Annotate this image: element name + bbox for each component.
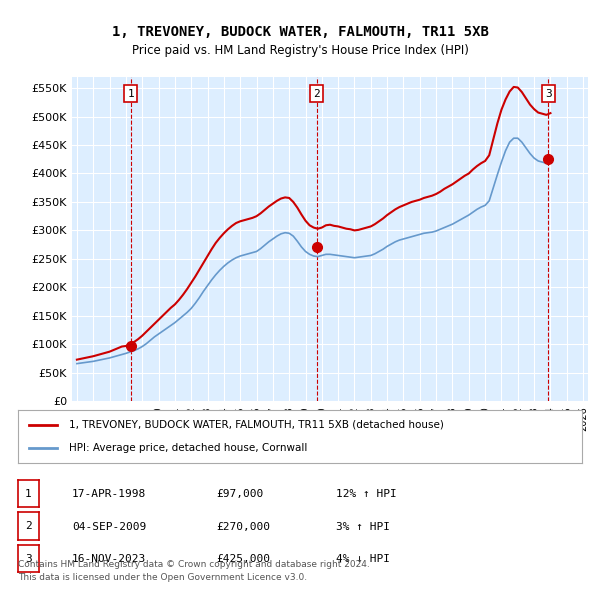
Text: 12% ↑ HPI: 12% ↑ HPI bbox=[336, 490, 397, 499]
Text: 2: 2 bbox=[313, 88, 320, 99]
Text: 2: 2 bbox=[25, 521, 32, 531]
Text: 1, TREVONEY, BUDOCK WATER, FALMOUTH, TR11 5XB (detached house): 1, TREVONEY, BUDOCK WATER, FALMOUTH, TR1… bbox=[69, 420, 443, 430]
Text: £270,000: £270,000 bbox=[216, 522, 270, 532]
Text: Price paid vs. HM Land Registry's House Price Index (HPI): Price paid vs. HM Land Registry's House … bbox=[131, 44, 469, 57]
Text: £425,000: £425,000 bbox=[216, 555, 270, 564]
Text: 3: 3 bbox=[25, 553, 32, 563]
Text: 16-NOV-2023: 16-NOV-2023 bbox=[72, 555, 146, 564]
Text: 3% ↑ HPI: 3% ↑ HPI bbox=[336, 522, 390, 532]
Text: 4% ↓ HPI: 4% ↓ HPI bbox=[336, 555, 390, 564]
Text: This data is licensed under the Open Government Licence v3.0.: This data is licensed under the Open Gov… bbox=[18, 572, 307, 582]
Text: 1: 1 bbox=[25, 489, 32, 499]
Text: 1, TREVONEY, BUDOCK WATER, FALMOUTH, TR11 5XB: 1, TREVONEY, BUDOCK WATER, FALMOUTH, TR1… bbox=[112, 25, 488, 40]
Text: 1: 1 bbox=[127, 88, 134, 99]
Text: 3: 3 bbox=[545, 88, 552, 99]
Text: HPI: Average price, detached house, Cornwall: HPI: Average price, detached house, Corn… bbox=[69, 443, 307, 453]
Text: £97,000: £97,000 bbox=[216, 490, 263, 499]
Text: Contains HM Land Registry data © Crown copyright and database right 2024.: Contains HM Land Registry data © Crown c… bbox=[18, 559, 370, 569]
Text: 04-SEP-2009: 04-SEP-2009 bbox=[72, 522, 146, 532]
Text: 17-APR-1998: 17-APR-1998 bbox=[72, 490, 146, 499]
